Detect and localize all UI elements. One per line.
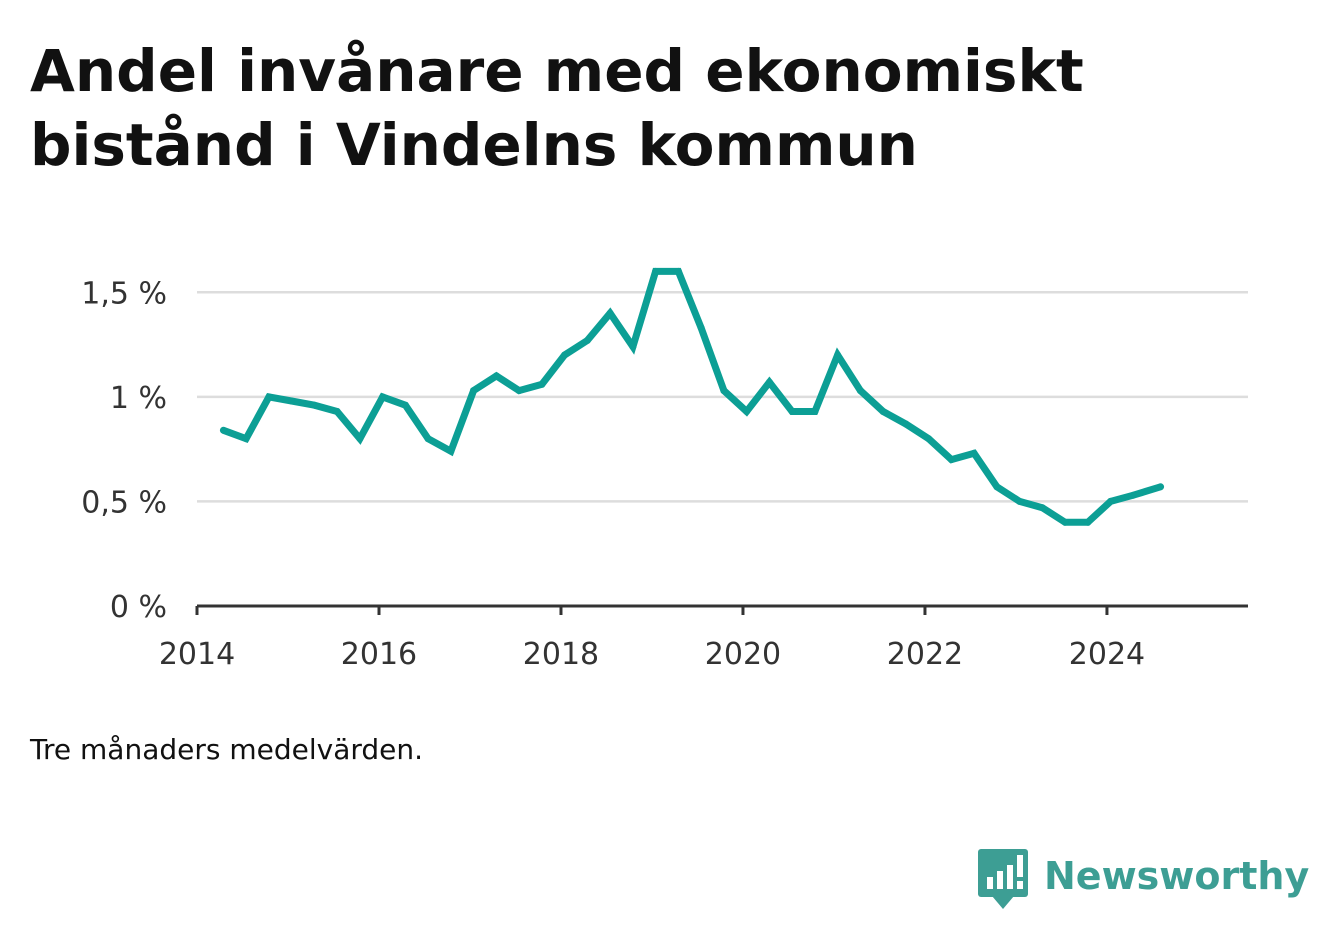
y-tick-label: 0 % xyxy=(110,590,167,625)
data-point xyxy=(1107,497,1115,505)
data-point xyxy=(447,447,455,455)
data-point xyxy=(561,351,569,359)
chart-title: Andel invånare med ekonomiskt bistånd i … xyxy=(30,37,1084,179)
data-point xyxy=(652,267,660,275)
data-point xyxy=(856,387,864,395)
data-point xyxy=(492,372,500,380)
data-point xyxy=(538,380,546,388)
data-point xyxy=(1016,497,1024,505)
data-point xyxy=(379,393,387,401)
line-chart: 0 % 0,5 % 1 % 1,5 % 2014 2016 2018 2020 2022 2024 xyxy=(81,267,1248,672)
x-tick-label: 2024 xyxy=(1069,637,1145,672)
data-point xyxy=(1084,518,1092,526)
data-point xyxy=(1129,491,1137,499)
data-point xyxy=(834,351,842,359)
series-line xyxy=(222,267,1162,526)
brand-name: Newsworthy xyxy=(1044,854,1310,898)
data-point xyxy=(242,435,250,443)
x-tick-label: 2020 xyxy=(705,637,781,672)
data-point xyxy=(424,435,432,443)
chart-bubble-icon xyxy=(978,849,1028,909)
data-point xyxy=(788,408,796,415)
data-point xyxy=(219,426,227,434)
data-point xyxy=(356,435,364,443)
data-point xyxy=(1157,483,1165,491)
data-point xyxy=(743,408,751,415)
data-point xyxy=(947,456,955,464)
data-point xyxy=(265,393,273,401)
data-point xyxy=(333,408,341,415)
data-point xyxy=(765,378,773,386)
data-point xyxy=(902,420,910,428)
data-point xyxy=(310,401,318,409)
y-tick-label: 0,5 % xyxy=(81,485,167,520)
data-point xyxy=(879,408,887,415)
y-tick-label: 1 % xyxy=(110,381,167,416)
data-point xyxy=(401,401,409,409)
brand-logo: Newsworthy xyxy=(978,848,1309,912)
data-point xyxy=(697,324,705,332)
x-tick-label: 2018 xyxy=(523,637,599,672)
data-point xyxy=(1061,518,1069,526)
x-tick-label: 2022 xyxy=(887,637,963,672)
data-point xyxy=(515,387,523,395)
data-point xyxy=(970,449,978,457)
data-point xyxy=(674,267,682,275)
data-point xyxy=(811,408,819,415)
x-tick-label: 2014 xyxy=(159,637,235,672)
x-tick-label: 2016 xyxy=(341,637,417,672)
data-point xyxy=(993,483,1001,491)
data-point xyxy=(606,309,614,317)
data-point xyxy=(629,343,637,351)
data-point xyxy=(720,387,728,395)
chart-footnote: Tre månaders medelvärden. xyxy=(30,733,424,766)
data-point xyxy=(288,397,296,405)
data-point xyxy=(1038,504,1046,512)
data-point xyxy=(470,387,478,395)
data-point xyxy=(925,435,933,443)
y-tick-label: 1,5 % xyxy=(81,276,167,311)
data-point xyxy=(583,336,591,344)
